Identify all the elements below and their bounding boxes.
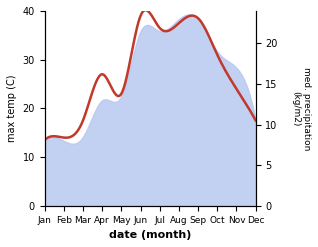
Y-axis label: max temp (C): max temp (C) [7, 75, 17, 142]
X-axis label: date (month): date (month) [109, 230, 191, 240]
Y-axis label: med. precipitation
(kg/m2): med. precipitation (kg/m2) [292, 67, 311, 150]
